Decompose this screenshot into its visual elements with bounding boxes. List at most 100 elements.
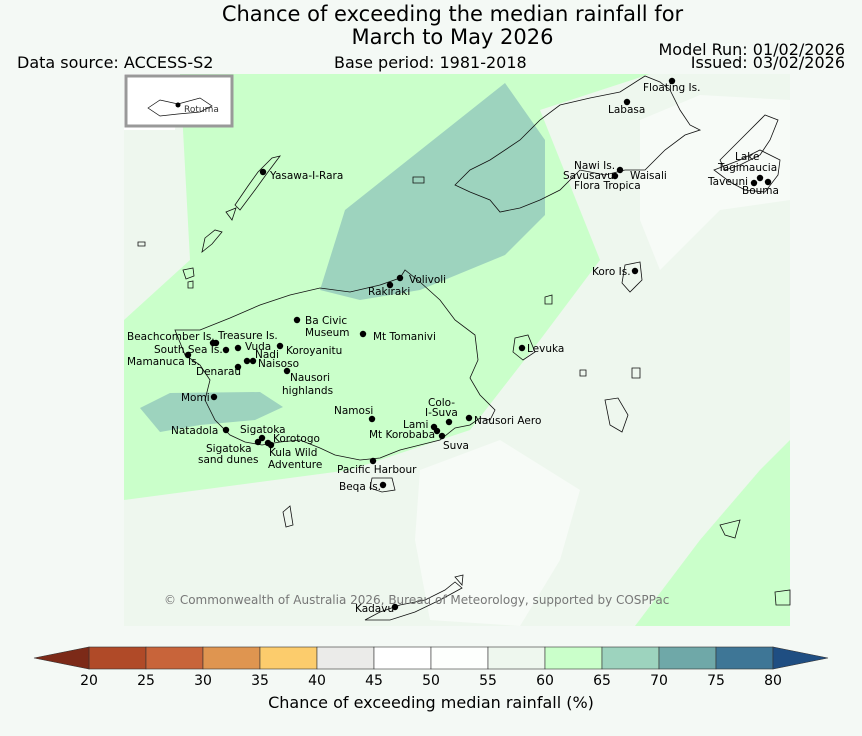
- colorbar-tick-label: 35: [251, 673, 269, 689]
- place-marker: [631, 267, 639, 275]
- place-label: Sigatoka: [206, 443, 252, 455]
- place-marker: [258, 434, 266, 442]
- colorbar-tick-label: 25: [137, 673, 155, 689]
- place-label: Adventure: [268, 459, 322, 471]
- issued-date: Issued: 03/02/2026: [690, 53, 845, 72]
- colorbar: 20 25 30 35 40 45 50 55 60 65 70 75 80: [33, 646, 829, 689]
- place-label: Bouma: [742, 185, 779, 197]
- place-marker: [249, 357, 257, 365]
- colorbar-segment: [88, 646, 147, 670]
- place-marker: [391, 603, 399, 611]
- place-marker: [750, 179, 758, 187]
- colorbar-tick-label: 50: [422, 673, 440, 689]
- place-label: Mt Korobaba: [369, 429, 435, 441]
- colorbar-tick-label: 20: [80, 673, 98, 689]
- base-period: Base period: 1981-2018: [334, 53, 527, 72]
- colorbar-tick-label: 30: [194, 673, 212, 689]
- place-marker: [222, 346, 230, 354]
- place-label: Natadola: [171, 425, 218, 437]
- map-title-line1: Chance of exceeding the median rainfall …: [221, 2, 684, 26]
- place-label: Museum: [305, 327, 350, 339]
- place-label: Momi: [181, 392, 210, 404]
- place-label: Koro Is.: [592, 266, 631, 278]
- place-label: Namosi: [334, 405, 373, 417]
- place-label: Beqa Is.: [339, 481, 381, 493]
- colorbar-tick-label: 75: [707, 673, 725, 689]
- colorbar-segment: [487, 646, 546, 670]
- colorbar-tick-label: 60: [536, 673, 554, 689]
- place-label: Rakiraki: [368, 286, 410, 298]
- place-label: Waisali: [630, 170, 667, 182]
- place-label: Nawi Is.: [574, 160, 615, 172]
- colorbar-tick-label: 40: [308, 673, 326, 689]
- place-label: Denarau: [196, 366, 241, 378]
- place-label: sand dunes: [198, 454, 258, 466]
- colorbar-segment: [145, 646, 204, 670]
- place-label: Nadi: [255, 349, 279, 361]
- place-marker: [234, 363, 242, 371]
- colorbar-tick-label: 65: [593, 673, 611, 689]
- place-label: Korotogo: [273, 433, 320, 445]
- place-label: Colo-: [428, 397, 455, 409]
- place-label: Suva: [443, 440, 469, 452]
- place-label: Vuda: [245, 341, 271, 353]
- colorbar-segment: [658, 646, 717, 670]
- place-marker: [254, 438, 262, 446]
- place-marker: [668, 77, 676, 85]
- place-marker: [359, 330, 367, 338]
- colorbar-label: Chance of exceeding median rainfall (%): [268, 693, 594, 712]
- place-marker: [259, 168, 267, 176]
- place-marker: [386, 281, 394, 289]
- probability-shading: [124, 74, 790, 626]
- model-run: Model Run: 01/02/2026: [658, 40, 846, 59]
- place-marker: [293, 316, 301, 324]
- place-marker: [438, 432, 446, 440]
- place-label: Savusavu: [563, 170, 614, 182]
- place-label: Tagimaucia: [717, 162, 777, 174]
- place-marker: [276, 342, 284, 350]
- map-title-line2: March to May 2026: [351, 25, 554, 49]
- place-marker: [243, 357, 251, 365]
- colorbar-segment: [430, 646, 489, 670]
- place-marker: [267, 441, 275, 449]
- place-marker: [764, 178, 772, 186]
- colorbar-segment: [202, 646, 261, 670]
- place-label: Beachcomber Is.: [127, 331, 215, 343]
- place-label: Mt Tomanivi: [373, 331, 436, 343]
- colorbar-segment: [544, 646, 603, 670]
- place-marker: [222, 426, 230, 434]
- place-marker: [210, 393, 218, 401]
- place-marker: [379, 481, 387, 489]
- place-label: Lami: [403, 419, 428, 431]
- place-label: Kadavu: [355, 603, 394, 615]
- place-marker: [283, 367, 291, 375]
- place-label: South Sea Is.: [154, 344, 223, 356]
- place-labels: Floating Is. Labasa Nawi Is.Savusavu Waisal…: [127, 77, 779, 615]
- place-marker: [234, 344, 242, 352]
- place-marker: [518, 344, 526, 352]
- place-label: Naisoso: [258, 358, 299, 370]
- inset-label: Rotuma: [184, 105, 219, 115]
- place-label: Kula Wild: [269, 447, 317, 459]
- place-label: Taveuni: [707, 176, 748, 188]
- place-marker: [184, 351, 192, 359]
- place-marker: [616, 166, 624, 174]
- colorbar-high-extension: [772, 646, 829, 670]
- colorbar-low-extension: [33, 646, 90, 670]
- place-label: I-Suva: [425, 407, 458, 419]
- place-marker: [611, 172, 619, 180]
- place-marker: [433, 427, 441, 435]
- place-marker: [756, 174, 764, 182]
- place-label: Floating Is.: [643, 82, 700, 94]
- colorbar-segment: [316, 646, 375, 670]
- place-label: Ba Civic: [305, 315, 347, 327]
- colorbar-tick-label: 70: [650, 673, 668, 689]
- place-label: Volivoli: [409, 274, 446, 286]
- place-marker: [396, 274, 404, 282]
- place-label: Mamanuca Is.: [127, 356, 200, 368]
- place-label: Nausori Aero: [474, 415, 541, 427]
- colorbar-tick-label: 45: [365, 673, 383, 689]
- place-label: Lake: [735, 151, 759, 163]
- place-label: Sigatoka: [240, 424, 286, 436]
